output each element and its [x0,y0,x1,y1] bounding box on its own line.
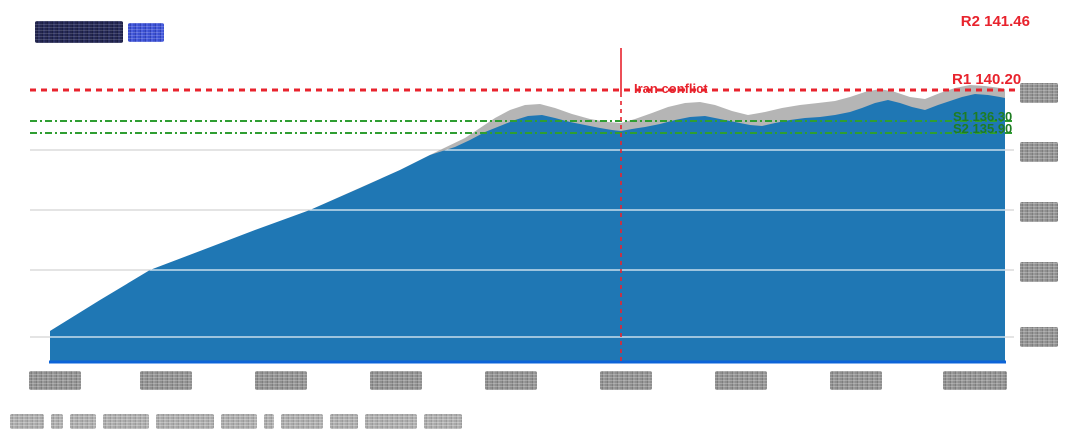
caption-word-redacted-9 [365,414,417,429]
chart-title-redacted [35,21,123,43]
caption-word-redacted-1 [51,414,63,429]
caption-word-redacted-7 [281,414,323,429]
chart-title-accent-redacted [128,23,164,42]
caption-word-redacted-8 [330,414,358,429]
y-tick-label-redacted-0 [1020,83,1058,103]
caption-word-redacted-2 [70,414,96,429]
x-tick-label-redacted-1 [140,371,192,390]
x-tick-label-redacted-4 [485,371,537,390]
caption-word-redacted-0 [10,414,44,429]
level-label-s1: S1 136.30 [953,109,1013,124]
x-tick-label-redacted-5 [600,371,652,390]
level-label-s2: S2 135.90 [953,121,1013,136]
level-label-r1: R1 140.20 [952,71,1022,88]
y-tick-label-redacted-4 [1020,327,1058,347]
x-tick-label-redacted-3 [370,371,422,390]
x-tick-label-redacted-2 [255,371,307,390]
x-tick-label-redacted-0 [29,371,81,390]
x-tick-label-redacted-6 [715,371,767,390]
x-tick-label-redacted-8 [943,371,1007,390]
x-tick-label-redacted-7 [830,371,882,390]
caption-word-redacted-10 [424,414,462,429]
caption-word-redacted-4 [156,414,214,429]
caption-word-redacted-3 [103,414,149,429]
price-series-area [50,94,1005,362]
event-annotation-label: Iran conflict [634,81,708,96]
y-tick-label-redacted-2 [1020,202,1058,222]
caption-word-redacted-6 [264,414,274,429]
y-tick-label-redacted-3 [1020,262,1058,282]
caption-word-redacted-5 [221,414,257,429]
level-label-r2: R2 141.46 [960,13,1030,30]
y-tick-label-redacted-1 [1020,142,1058,162]
